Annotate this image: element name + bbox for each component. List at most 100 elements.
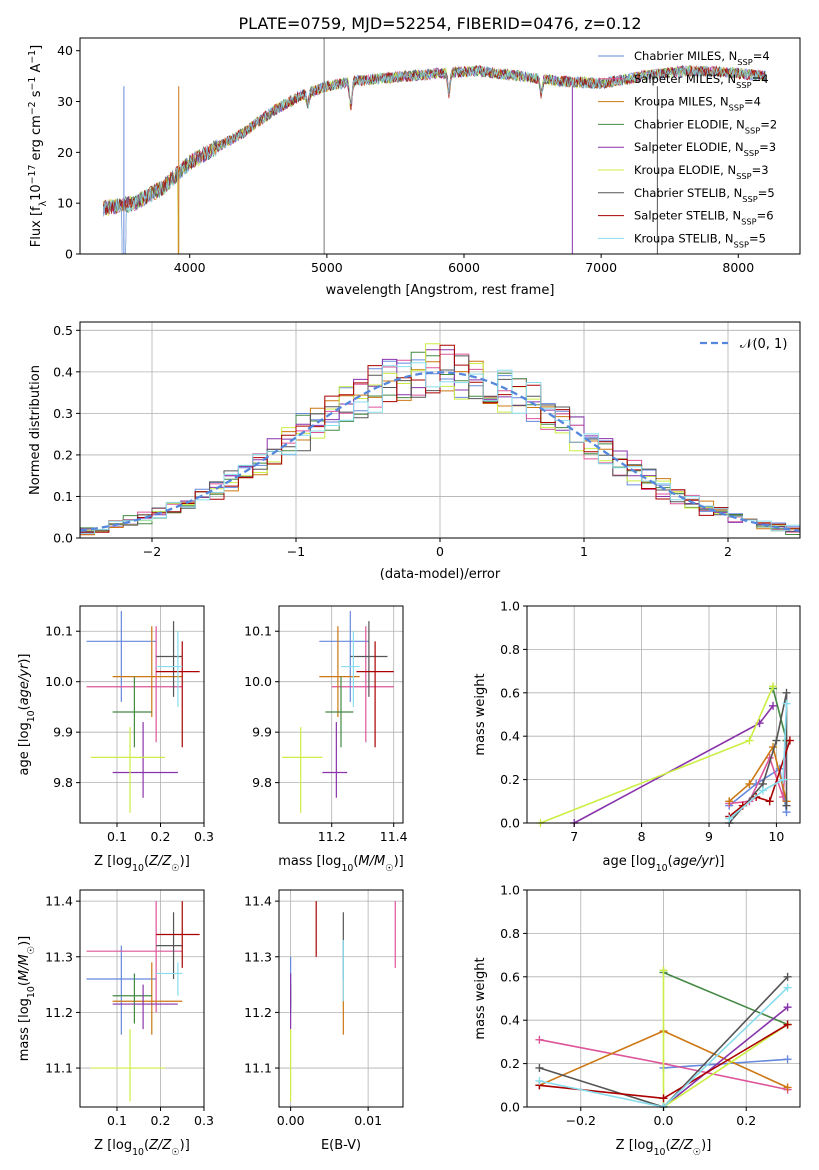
y-tick-label: 0.8	[500, 642, 520, 657]
x-tick-label: 0.1	[107, 1113, 127, 1128]
legend-entry: Salpeter STELIB, NSSP=6	[634, 209, 774, 227]
y-tick-label: 10	[57, 196, 73, 211]
histogram-panel: −2 −1 0 1 2 0.0 0.1 0.2 0.3 0.4 0.5 (data-model)/er…	[28, 321, 801, 582]
spectrum-series-line	[102, 64, 767, 215]
axes-frame	[79, 605, 205, 824]
y-tick-label: 0.0	[500, 816, 520, 831]
y-tick-label: 0.4	[500, 1013, 520, 1028]
spectrum-xlabel: wavelength [Angstrom, rest frame]	[326, 283, 555, 298]
y-tick-label: 0.0	[500, 1100, 520, 1115]
y-tick-label: 0.5	[53, 323, 73, 338]
y-tick-label: 10.1	[244, 624, 272, 639]
mass-vs-Z-ylabel: mass [log10(M/M☉)]	[17, 936, 37, 1062]
x-tick-label: 0.2	[151, 829, 171, 844]
x-tick-label: 0	[436, 544, 444, 559]
y-tick-label: 9.9	[252, 725, 272, 740]
y-tick-label: 20	[57, 145, 73, 160]
axes-frame	[526, 605, 801, 824]
y-tick-label: 10.0	[244, 674, 272, 689]
y-tick-label: 11.3	[244, 949, 272, 964]
y-tick-label: 0	[65, 247, 73, 262]
axes-frame	[79, 37, 801, 255]
weight-series-line	[663, 971, 788, 1026]
y-tick-label: 11.1	[45, 1061, 73, 1076]
spectrum-legend: Chabrier MILES, NSSP=4 Salpeter MILES, NS…	[598, 49, 777, 249]
weight-vs-age-panel: 7 8 9 10 0.0 0.2 0.4 0.6 0.8 1.0 age [log10(age/yr…	[473, 599, 801, 874]
y-tick-label: 0.6	[500, 685, 520, 700]
mass-vs-ebv-xlabel: E(B-V)	[321, 1138, 361, 1153]
histogram-xlabel: (data-model)/error	[380, 567, 501, 582]
x-tick-label: 0.01	[354, 1113, 382, 1128]
x-tick-label: 0.0	[654, 1113, 674, 1128]
y-tick-label: 10.1	[45, 624, 73, 639]
x-tick-label: 11.2	[318, 829, 346, 844]
y-tick-label: 0.2	[500, 772, 520, 787]
y-tick-label: 0.4	[500, 729, 520, 744]
x-tick-label: 10	[768, 829, 784, 844]
figure-title: PLATE=0759, MJD=52254, FIBERID=0476, z=0…	[238, 14, 641, 33]
axes-frame	[278, 605, 404, 824]
x-tick-label: 2	[724, 544, 732, 559]
weight-series-line	[728, 692, 788, 824]
legend-entry: Chabrier MILES, NSSP=4	[634, 49, 770, 67]
spectrum-series-line	[102, 64, 767, 255]
weight-series-line	[728, 703, 788, 820]
y-tick-label: 0.0	[53, 531, 73, 546]
gaussian-curve	[79, 371, 801, 532]
x-tick-label: −1	[287, 544, 305, 559]
x-tick-label: 0.1	[107, 829, 127, 844]
y-tick-label: 40	[57, 43, 73, 58]
y-tick-label: 1.0	[500, 883, 520, 898]
mass-vs-Z-xlabel: Z [log10(Z/Z☉)]	[94, 1138, 190, 1158]
y-tick-label: 11.1	[244, 1061, 272, 1076]
weight-series-line	[662, 1006, 789, 1108]
x-tick-label: 1	[580, 544, 588, 559]
legend-entry: Kroupa MILES, NSSP=4	[634, 95, 761, 113]
y-tick-label: 9.8	[53, 775, 73, 790]
x-tick-label: 5000	[311, 260, 343, 275]
panels: 4000 5000 6000 7000 8000010203040wavelength …	[17, 37, 801, 1158]
x-tick-label: 0.2	[736, 1113, 756, 1128]
x-tick-label: 7000	[585, 260, 617, 275]
y-tick-label: 9.8	[252, 775, 272, 790]
age-vs-Z-panel: 0.1 0.2 0.3 9.8 9.9 10.0 10.1 Z [log10(Z/Z☉)] ag…	[17, 605, 214, 874]
x-tick-label: 0.00	[277, 1113, 305, 1128]
x-tick-label: −0.2	[566, 1113, 596, 1128]
age-vs-Z-xlabel: Z [log10(Z/Z☉)]	[94, 854, 190, 874]
weight-vs-Z-panel: −0.2 0.0 0.2 0.0 0.2 0.4 0.6 0.8 1.0 Z [log10(Z/Z…	[473, 883, 801, 1158]
y-tick-label: 0.6	[500, 969, 520, 984]
axes-frame	[79, 889, 205, 1108]
legend-entry: Chabrier ELODIE, NSSP=2	[634, 117, 777, 135]
x-tick-label: 8000	[722, 260, 754, 275]
y-tick-label: 1.0	[500, 599, 520, 614]
y-tick-label: 11.4	[45, 894, 73, 909]
x-tick-label: 0.3	[194, 829, 214, 844]
weight-vs-age-xlabel: age [log10(age/yr)]	[602, 854, 724, 874]
x-tick-label: 4000	[174, 260, 206, 275]
weight-vs-Z-ylabel: mass weight	[473, 957, 488, 1039]
x-tick-label: −2	[143, 544, 161, 559]
y-tick-label: 11.2	[45, 1005, 73, 1020]
weight-series-line	[728, 745, 788, 802]
age-vs-Z-ylabel: age [log10(age/yr)]	[17, 653, 37, 775]
axes-frame	[278, 889, 404, 1108]
y-tick-label: 0.1	[53, 489, 73, 504]
weight-vs-Z-xlabel: Z [log10(Z/Z☉)]	[616, 1138, 712, 1158]
y-tick-label: 9.9	[53, 725, 73, 740]
y-tick-label: 11.4	[244, 894, 272, 909]
mass-vs-ebv-panel: 0.00 0.01 11.1 11.2 11.3 11.4 E(B-V)	[244, 889, 404, 1153]
weight-series-line	[663, 1058, 788, 1069]
y-tick-label: 0.8	[500, 926, 520, 941]
spectrum-ylabel: Flux [fλ10−17 erg cm−2 s−1 A−1]	[27, 45, 49, 247]
x-tick-label: 6000	[448, 260, 480, 275]
age-vs-mass-xlabel: mass [log10(M/M☉)]	[278, 854, 404, 874]
y-tick-label: 11.2	[244, 1005, 272, 1020]
x-tick-label: 0.3	[194, 1113, 214, 1128]
x-tick-label: 9	[705, 829, 713, 844]
x-tick-label: 7	[570, 829, 578, 844]
weight-series-line	[772, 688, 788, 741]
y-tick-label: 30	[57, 94, 73, 109]
x-tick-label: 8	[638, 829, 646, 844]
y-tick-label: 0.4	[53, 364, 73, 379]
